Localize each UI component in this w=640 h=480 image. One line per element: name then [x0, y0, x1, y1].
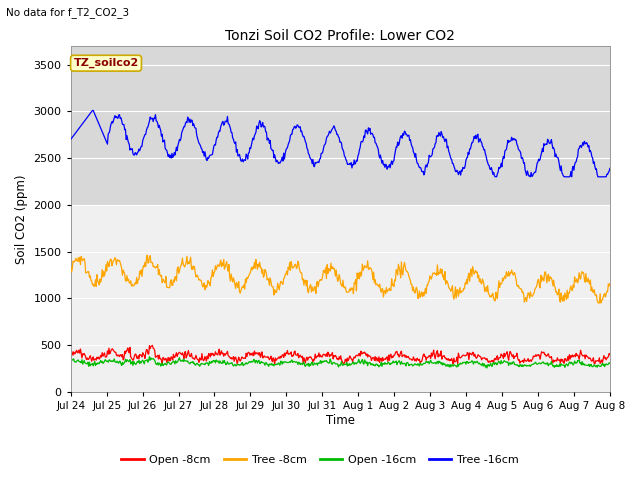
Bar	[70, 46, 610, 205]
Legend: Open -8cm, Tree -8cm, Open -16cm, Tree -16cm: Open -8cm, Tree -8cm, Open -16cm, Tree -…	[117, 451, 523, 469]
Text: TZ_soilco2: TZ_soilco2	[74, 58, 139, 68]
Title: Tonzi Soil CO2 Profile: Lower CO2: Tonzi Soil CO2 Profile: Lower CO2	[225, 29, 455, 43]
Text: No data for f_T2_CO2_3: No data for f_T2_CO2_3	[6, 7, 129, 18]
Y-axis label: Soil CO2 (ppm): Soil CO2 (ppm)	[15, 174, 28, 264]
X-axis label: Time: Time	[326, 414, 355, 427]
